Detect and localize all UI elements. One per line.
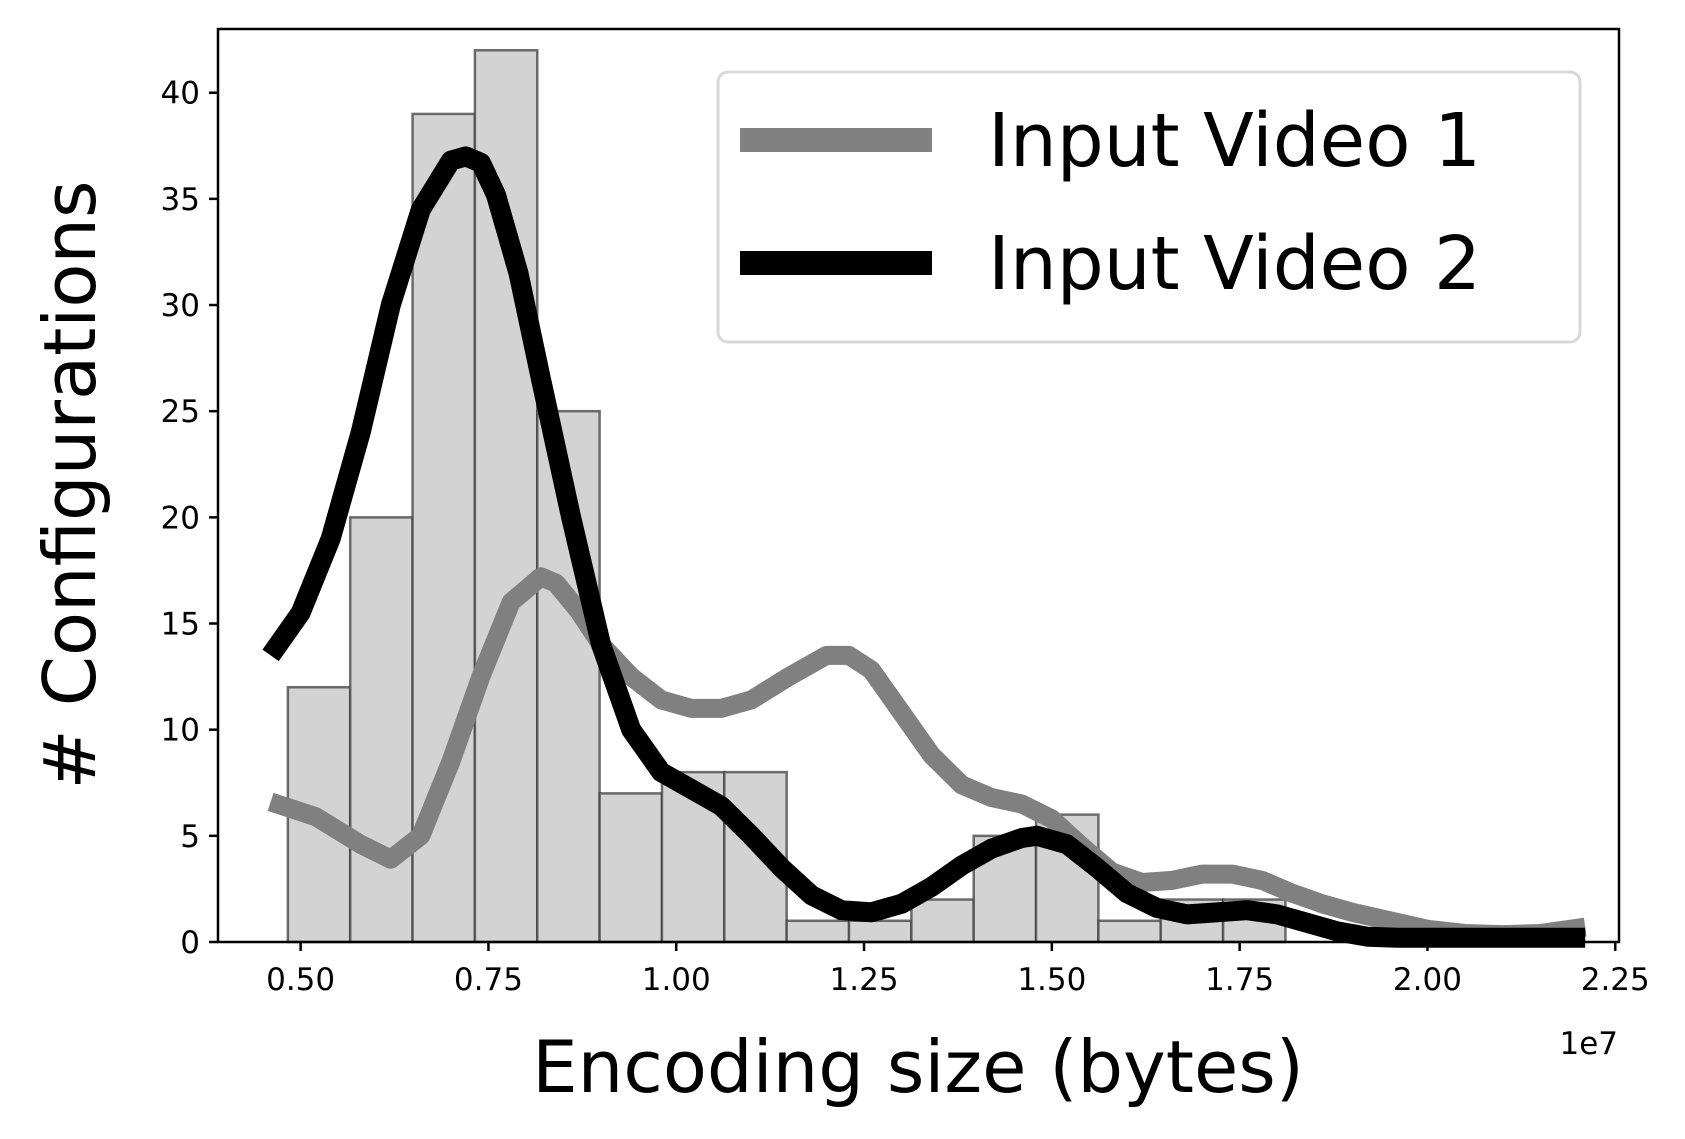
y-tick-label: 15 <box>161 607 200 643</box>
x-axis-offset-label: 1e7 <box>1559 1026 1618 1062</box>
histogram-bar <box>1097 919 1163 944</box>
y-tick-label: 25 <box>161 394 200 430</box>
y-tick-label: 40 <box>161 76 200 112</box>
y-tick-label: 0 <box>180 925 200 961</box>
plot-frame <box>216 27 1621 944</box>
series-line-1 <box>267 567 1587 945</box>
series-line-2 <box>262 146 1586 948</box>
density-lines <box>262 146 1587 948</box>
y-tick-label: 35 <box>161 182 200 218</box>
x-tick-label: 1.50 <box>1017 962 1086 998</box>
histogram-bar <box>847 919 913 944</box>
legend: Input Video 1 Input Video 2 <box>716 70 1582 344</box>
histogram-bar <box>348 516 414 944</box>
y-axis-title: # Configurations <box>28 180 112 789</box>
x-tick-label: 0.75 <box>454 962 523 998</box>
histogram-bar <box>785 919 851 944</box>
x-tick-label: 1.00 <box>642 962 711 998</box>
legend-label-input-video-1: Input Video 1 <box>988 98 1481 184</box>
x-tick-label: 1.25 <box>830 962 899 998</box>
x-tick-label: 0.50 <box>266 962 335 998</box>
legend-label-input-video-2: Input Video 2 <box>988 221 1481 307</box>
legend-box <box>716 70 1582 344</box>
x-axis-title: Encoding size (bytes) <box>532 1025 1304 1109</box>
y-axis-ticks: 0 5 10 15 20 25 30 35 40 <box>161 76 218 961</box>
x-tick-label: 2.25 <box>1581 962 1650 998</box>
histogram-bar <box>598 792 664 944</box>
x-tick-label: 2.00 <box>1393 962 1462 998</box>
y-tick-label: 30 <box>161 288 200 324</box>
x-axis-ticks: 0.50 0.75 1.00 1.25 1.50 1.75 2.00 2.25 <box>266 942 1650 998</box>
histogram-bar <box>910 898 975 944</box>
y-tick-label: 10 <box>161 713 200 749</box>
y-tick-label: 20 <box>161 500 200 536</box>
x-tick-label: 1.75 <box>1205 962 1274 998</box>
y-tick-label: 5 <box>180 819 200 855</box>
